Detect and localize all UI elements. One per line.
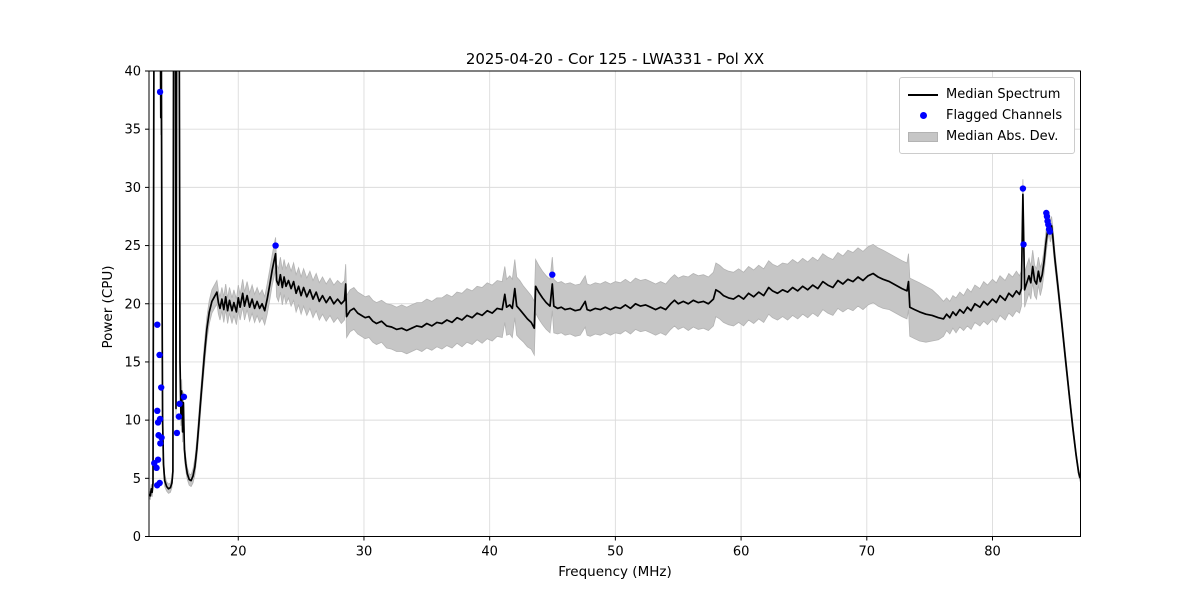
svg-text:10: 10 <box>124 414 141 429</box>
legend: Median Spectrum Flagged Channels Median … <box>899 77 1075 154</box>
svg-text:15: 15 <box>124 355 141 370</box>
svg-text:80: 80 <box>984 545 1001 560</box>
flagged-channel-dot-icon <box>908 112 938 119</box>
svg-text:50: 50 <box>607 545 624 560</box>
svg-text:30: 30 <box>124 181 141 196</box>
legend-item-flagged-channels: Flagged Channels <box>908 105 1064 126</box>
flagged-channels-dots <box>151 88 1054 489</box>
svg-text:25: 25 <box>124 239 141 254</box>
tick-labels: 20 30 40 50 60 70 80 0 5 10 15 20 25 30 35 40 <box>124 65 1000 560</box>
svg-text:35: 35 <box>124 123 141 138</box>
svg-text:60: 60 <box>733 545 750 560</box>
legend-item-median-spectrum: Median Spectrum <box>908 84 1064 105</box>
legend-item-mad-band: Median Abs. Dev. <box>908 126 1064 147</box>
svg-text:5: 5 <box>133 472 141 487</box>
svg-text:0: 0 <box>133 530 141 545</box>
tick-marks <box>145 70 994 541</box>
svg-text:70: 70 <box>859 545 876 560</box>
svg-text:20: 20 <box>124 297 141 312</box>
chart-title: 2025-04-20 - Cor 125 - LWA331 - Pol XX <box>465 50 765 68</box>
svg-text:40: 40 <box>124 65 141 80</box>
svg-text:30: 30 <box>356 545 373 560</box>
mad-band-patch-icon <box>908 131 938 142</box>
median-spectrum-line-icon <box>908 93 938 96</box>
median-spectrum-line <box>149 71 1081 497</box>
svg-text:20: 20 <box>230 545 247 560</box>
svg-text:40: 40 <box>481 545 498 560</box>
x-axis-label: Frequency (MHz) <box>558 564 672 580</box>
